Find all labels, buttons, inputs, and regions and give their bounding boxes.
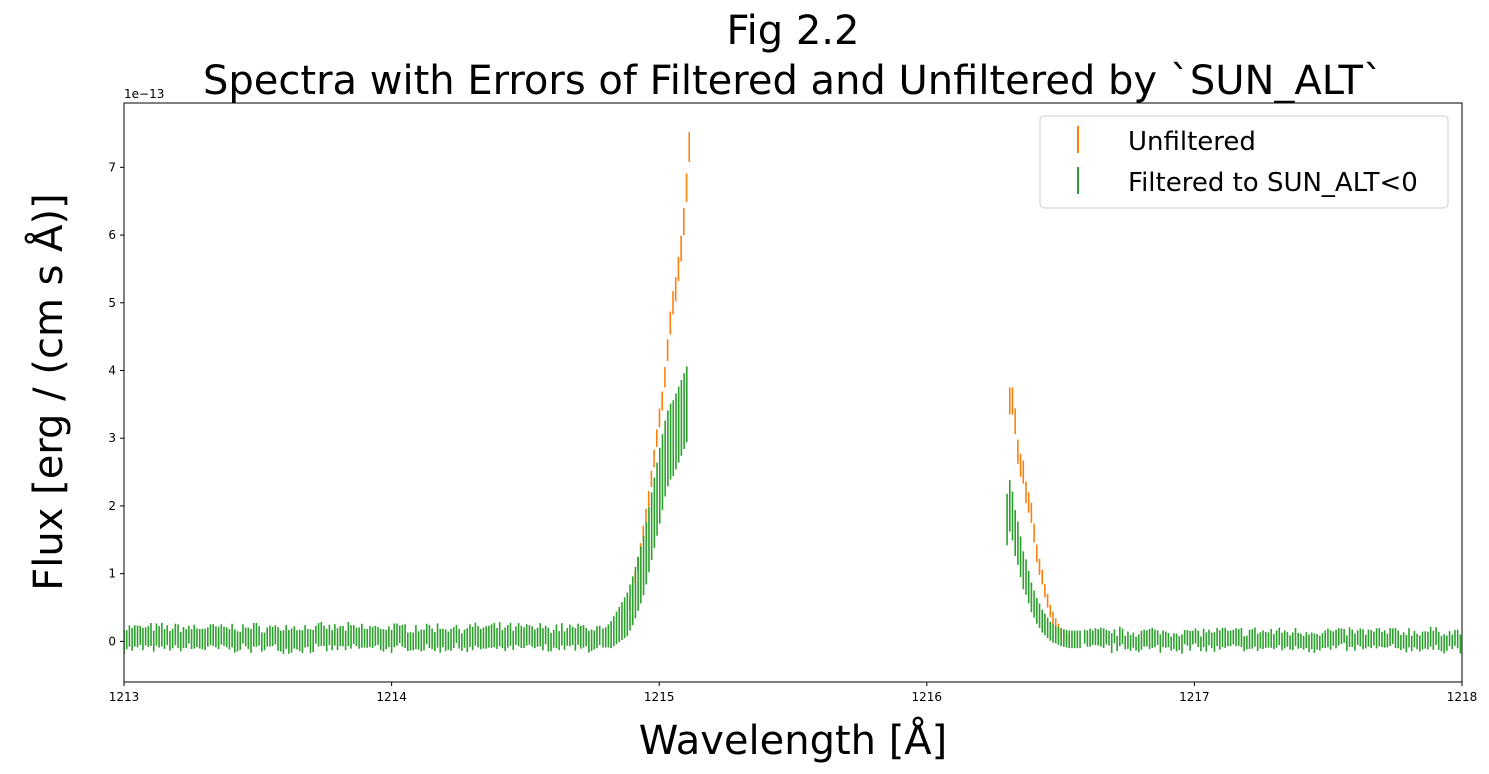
y-tick-label: 2	[108, 499, 116, 513]
x-tick-label: 1217	[1179, 690, 1210, 704]
y-tick-label: 0	[108, 634, 116, 648]
y-tick-label: 1	[108, 567, 116, 581]
chart-subtitle: Spectra with Errors of Filtered and Unfi…	[203, 58, 1383, 104]
y-tick-label: 3	[108, 431, 116, 445]
y-tick-label: 7	[108, 160, 116, 174]
x-tick-label: 1215	[644, 690, 675, 704]
y-axis: 0 1 2 3 4 5 6 7	[108, 160, 124, 648]
y-tick-label: 5	[108, 296, 116, 310]
data-marks	[124, 132, 1462, 654]
y-offset-label: 1e−13	[124, 87, 164, 101]
chart-title: Fig 2.2	[727, 8, 860, 54]
x-axis: 1213 1214 1215 1216 1217 1218	[109, 682, 1478, 704]
y-tick-label: 4	[108, 363, 116, 377]
x-tick-label: 1213	[109, 690, 140, 704]
legend-label-filtered: Filtered to SUN_ALT<0	[1128, 168, 1418, 198]
legend: Unfiltered Filtered to SUN_ALT<0	[1039, 115, 1449, 209]
y-axis-label: Flux [erg / (cm s Å)]	[24, 193, 72, 591]
y-axis-label-text: Flux [erg / (cm s Å)]	[24, 193, 72, 591]
legend-frame	[1039, 115, 1449, 209]
y-tick-label: 6	[108, 228, 116, 242]
x-tick-label: 1218	[1447, 690, 1478, 704]
x-axis-label: Wavelength [Å]	[639, 716, 948, 764]
x-tick-label: 1214	[376, 690, 407, 704]
x-tick-label: 1216	[912, 690, 943, 704]
plot-frame	[123, 102, 1463, 683]
legend-label-unfiltered: Unfiltered	[1128, 127, 1256, 157]
